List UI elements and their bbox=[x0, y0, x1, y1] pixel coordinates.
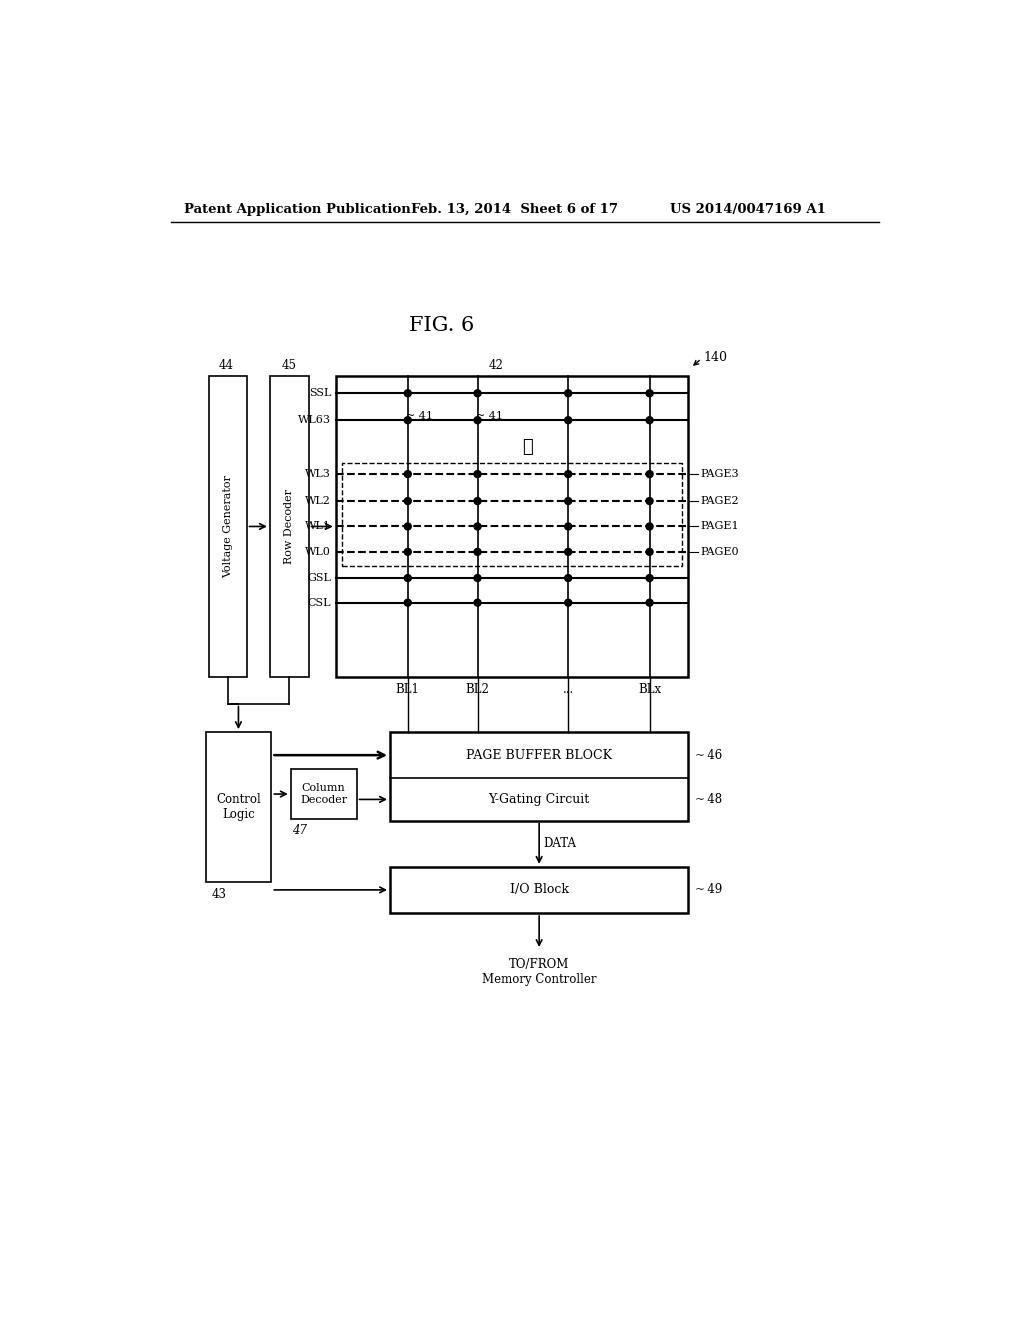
Text: PAGE2: PAGE2 bbox=[700, 496, 738, 506]
Bar bbox=[336, 376, 688, 677]
Circle shape bbox=[646, 599, 653, 606]
Text: Control
Logic: Control Logic bbox=[216, 793, 261, 821]
Text: Row Decoder: Row Decoder bbox=[285, 488, 294, 564]
Text: DATA: DATA bbox=[543, 837, 577, 850]
Circle shape bbox=[564, 417, 571, 424]
Circle shape bbox=[404, 599, 412, 606]
Circle shape bbox=[404, 498, 412, 504]
Text: ~ 41: ~ 41 bbox=[476, 411, 503, 421]
Circle shape bbox=[564, 389, 571, 397]
Circle shape bbox=[564, 498, 571, 504]
Circle shape bbox=[564, 548, 571, 556]
Bar bbox=[390, 733, 688, 821]
Text: 43: 43 bbox=[212, 888, 226, 902]
Text: BL1: BL1 bbox=[396, 682, 420, 696]
Text: Y-Gating Circuit: Y-Gating Circuit bbox=[488, 793, 590, 807]
Text: ...: ... bbox=[562, 682, 573, 696]
Circle shape bbox=[564, 523, 571, 529]
Circle shape bbox=[564, 574, 571, 582]
Text: Voltage Generator: Voltage Generator bbox=[223, 475, 233, 578]
Bar bbox=[390, 867, 688, 913]
Circle shape bbox=[474, 548, 481, 556]
Text: ⋮: ⋮ bbox=[522, 438, 532, 457]
Circle shape bbox=[474, 389, 481, 397]
Text: I/O Block: I/O Block bbox=[510, 883, 568, 896]
Text: GSL: GSL bbox=[307, 573, 331, 583]
Text: CSL: CSL bbox=[307, 598, 331, 607]
Bar bbox=[342, 462, 682, 566]
Bar bbox=[209, 376, 247, 677]
Circle shape bbox=[404, 574, 412, 582]
Circle shape bbox=[646, 389, 653, 397]
Bar bbox=[291, 770, 356, 818]
Text: Patent Application Publication: Patent Application Publication bbox=[183, 203, 411, 216]
Text: WL1: WL1 bbox=[305, 521, 331, 532]
Bar bbox=[270, 376, 308, 677]
Text: 42: 42 bbox=[489, 359, 504, 372]
Text: PAGE1: PAGE1 bbox=[700, 521, 738, 532]
Circle shape bbox=[646, 417, 653, 424]
Text: ~ 46: ~ 46 bbox=[694, 748, 722, 762]
Text: PAGE3: PAGE3 bbox=[700, 469, 738, 479]
Text: US 2014/0047169 A1: US 2014/0047169 A1 bbox=[671, 203, 826, 216]
Text: 45: 45 bbox=[282, 359, 297, 372]
Text: SSL: SSL bbox=[308, 388, 331, 399]
Circle shape bbox=[646, 471, 653, 478]
Text: PAGE0: PAGE0 bbox=[700, 546, 738, 557]
Text: TO/FROM
Memory Controller: TO/FROM Memory Controller bbox=[482, 958, 596, 986]
Circle shape bbox=[474, 574, 481, 582]
Circle shape bbox=[404, 471, 412, 478]
Text: ~ 41: ~ 41 bbox=[407, 411, 433, 421]
Circle shape bbox=[646, 498, 653, 504]
Text: WL63: WL63 bbox=[298, 416, 331, 425]
Text: PAGE BUFFER BLOCK: PAGE BUFFER BLOCK bbox=[466, 748, 612, 762]
Circle shape bbox=[404, 523, 412, 529]
Text: WL2: WL2 bbox=[305, 496, 331, 506]
Circle shape bbox=[474, 599, 481, 606]
Circle shape bbox=[564, 471, 571, 478]
Bar bbox=[206, 733, 271, 882]
Text: Feb. 13, 2014  Sheet 6 of 17: Feb. 13, 2014 Sheet 6 of 17 bbox=[411, 203, 617, 216]
Circle shape bbox=[474, 471, 481, 478]
Circle shape bbox=[646, 548, 653, 556]
Text: Column
Decoder: Column Decoder bbox=[300, 783, 347, 805]
Text: BLx: BLx bbox=[638, 682, 662, 696]
Circle shape bbox=[404, 389, 412, 397]
Text: WL3: WL3 bbox=[305, 469, 331, 479]
Circle shape bbox=[474, 417, 481, 424]
Circle shape bbox=[646, 523, 653, 529]
Text: 44: 44 bbox=[219, 359, 233, 372]
Text: WL0: WL0 bbox=[305, 546, 331, 557]
Text: ~ 49: ~ 49 bbox=[694, 883, 722, 896]
Text: ~ 48: ~ 48 bbox=[694, 793, 722, 807]
Circle shape bbox=[564, 599, 571, 606]
Circle shape bbox=[474, 523, 481, 529]
Text: 140: 140 bbox=[703, 351, 727, 364]
Circle shape bbox=[474, 498, 481, 504]
Text: FIG. 6: FIG. 6 bbox=[409, 317, 474, 335]
Circle shape bbox=[646, 574, 653, 582]
Text: 47: 47 bbox=[292, 824, 307, 837]
Text: BL2: BL2 bbox=[466, 682, 489, 696]
Circle shape bbox=[404, 417, 412, 424]
Circle shape bbox=[404, 548, 412, 556]
